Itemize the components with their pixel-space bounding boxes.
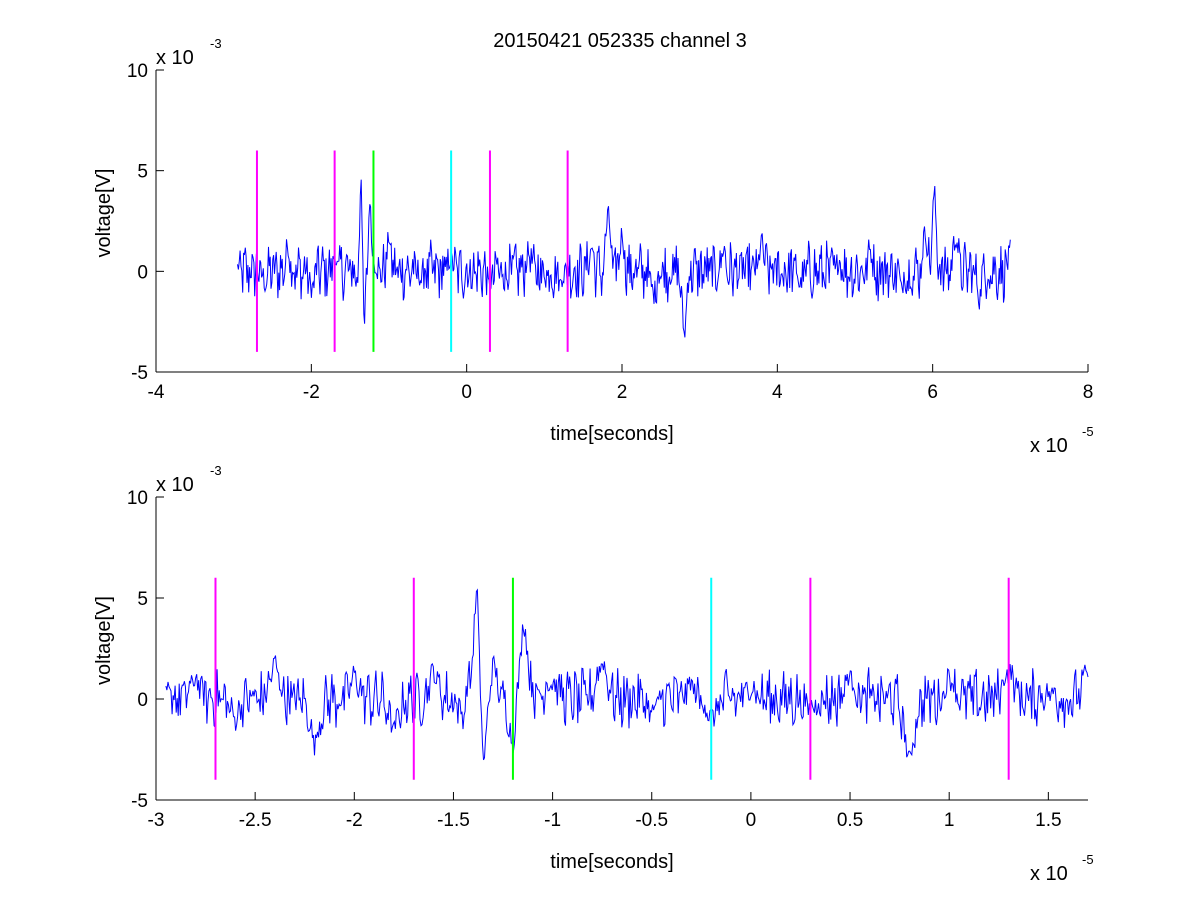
axes-top: -4 -2 0 2 4 6 8 -5 0 5 10 time[seconds] voltage[V] x … [93, 36, 1094, 457]
x-tick-label: 8 [1083, 382, 1094, 403]
y-exponent-power: -3 [210, 463, 222, 478]
y-tick-label: -5 [131, 791, 148, 812]
x-tick-label: -2 [303, 382, 320, 403]
x-tick-label: -2 [346, 810, 363, 831]
x-tick-label: -4 [148, 382, 165, 403]
y-tick-label: 10 [127, 488, 148, 509]
y-exponent-label: x 10 [156, 474, 194, 496]
x-tick-label: 6 [927, 382, 938, 403]
y-tick-label: 0 [137, 690, 148, 711]
x-axis-label: time[seconds] [550, 423, 673, 445]
x-tick-label: 4 [772, 382, 783, 403]
x-tick-label: -1 [544, 810, 561, 831]
y-exponent-power: -3 [210, 36, 222, 51]
x-tick-label: 1 [944, 810, 955, 831]
x-exponent-label: x 10 [1030, 863, 1068, 885]
x-tick-label: 0.5 [837, 810, 863, 831]
x-tick-label: -1.5 [437, 810, 470, 831]
x-tick-label: 0 [746, 810, 757, 831]
y-exponent-label: x 10 [156, 47, 194, 69]
x-tick-label: 1.5 [1035, 810, 1061, 831]
signal-line [165, 588, 1089, 761]
y-tick-label: 10 [127, 61, 148, 82]
x-tick-label: 0 [461, 382, 472, 403]
y-tick-label: -5 [131, 363, 148, 384]
signal-line [237, 179, 1011, 338]
x-exponent-label: x 10 [1030, 435, 1068, 457]
x-tick-label: -2.5 [239, 810, 272, 831]
y-axis-label: voltage[V] [93, 596, 115, 685]
x-axis-label: time[seconds] [550, 851, 673, 873]
x-exponent-power: -5 [1082, 852, 1094, 867]
y-tick-label: 5 [137, 589, 148, 610]
x-tick-label: 2 [617, 382, 628, 403]
y-tick-label: 5 [137, 162, 148, 183]
axes-bottom: -3 -2.5 -2 -1.5 -1 -0.5 0 0.5 1 1.5 -5 0 5 10 time[sec… [93, 463, 1094, 885]
figure-title: 20150421 052335 channel 3 [493, 30, 747, 52]
y-tick-label: 0 [137, 262, 148, 283]
y-axis-label: voltage[V] [93, 169, 115, 258]
x-tick-label: -3 [148, 810, 165, 831]
x-exponent-power: -5 [1082, 424, 1094, 439]
x-tick-label: -0.5 [635, 810, 668, 831]
